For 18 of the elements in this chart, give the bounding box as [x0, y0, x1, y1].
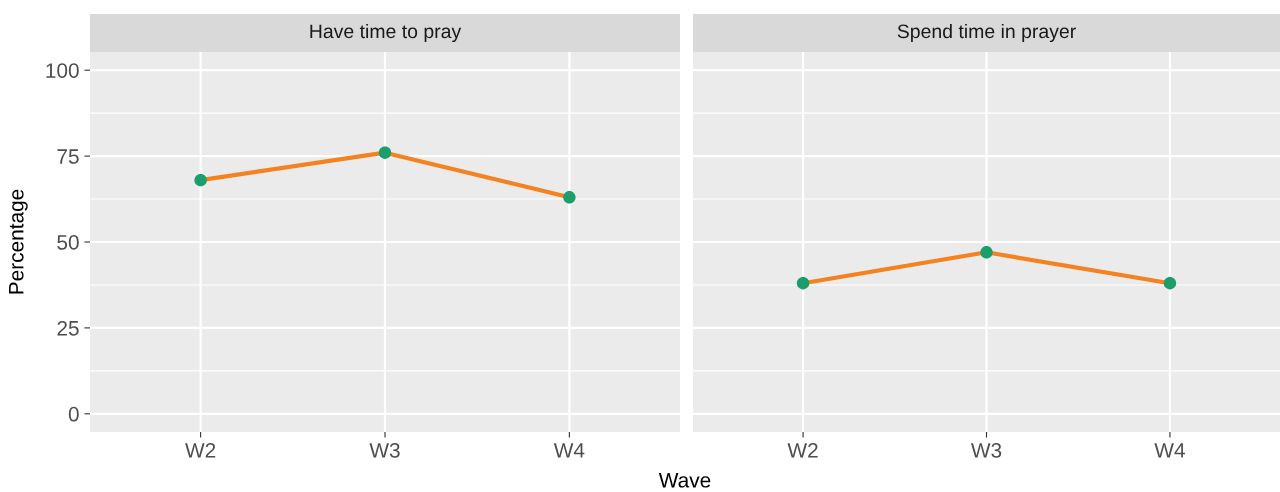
y-tick-label: 25 — [57, 320, 79, 336]
y-axis-title: Percentage — [9, 189, 28, 294]
point — [563, 191, 576, 204]
point — [194, 173, 207, 187]
chart-title: Have time to pray — [310, 23, 462, 43]
y-tick-label: 50 — [57, 235, 79, 250]
y-tick-label: 0 — [68, 406, 79, 422]
x-tick-label: W4 — [553, 443, 585, 458]
x-axis-title: Wave — [658, 473, 711, 488]
y-tick-label: 75 — [57, 149, 79, 164]
chart-title: Spend time in prayer — [897, 23, 1076, 43]
x-tick-label: W2 — [787, 442, 818, 458]
point — [378, 146, 392, 159]
x-tick-label: W3 — [970, 442, 1002, 458]
x-tick-label: W3 — [369, 442, 400, 458]
y-tick-label: 100 — [46, 63, 79, 78]
x-tick-label: W2 — [185, 442, 216, 458]
x-tick-label: W4 — [1154, 443, 1185, 458]
